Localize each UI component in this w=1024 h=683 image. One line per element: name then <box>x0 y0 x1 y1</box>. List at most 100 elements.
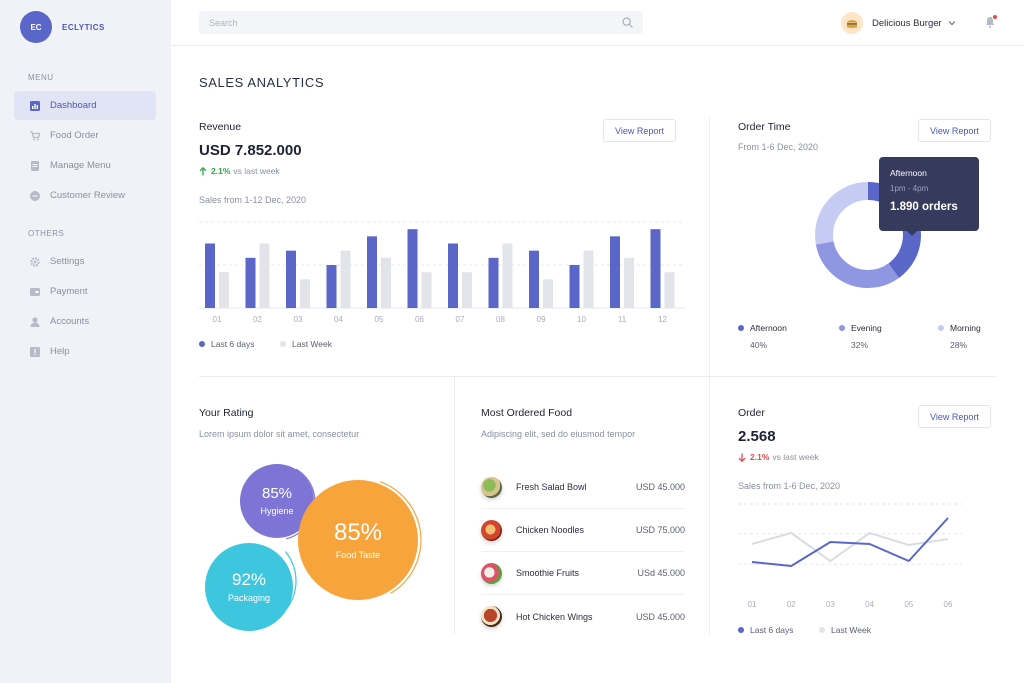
legend-label: Last Week <box>831 625 872 635</box>
legend-label: Last Week <box>292 339 333 349</box>
legend-afternoon: Afternoon 40% <box>738 323 787 350</box>
topbar: Delicious Burger <box>171 0 1024 46</box>
food-list-item[interactable]: Smoothie Fruits USd 45.000 <box>481 552 685 595</box>
search-input[interactable] <box>199 11 643 34</box>
series-line <box>751 532 949 562</box>
smoothie-icon <box>481 562 502 584</box>
order-time-subtitle: From 1-6 Dec, 2020 <box>738 142 819 152</box>
notification-dot <box>993 15 997 19</box>
menu-icon <box>30 160 40 171</box>
search-icon[interactable] <box>622 17 633 28</box>
revenue-legend-previous: Last Week <box>280 339 332 349</box>
x-tick-label: 02 <box>787 600 796 609</box>
legend-label: Evening <box>851 323 882 333</box>
x-tick-label: 03 <box>826 600 835 609</box>
sidebar-item-label: Food Order <box>50 130 99 141</box>
bubble-value: 85% <box>333 518 383 546</box>
food-name: Chicken Noodles <box>516 525 585 535</box>
bar <box>624 257 634 308</box>
menu-section-label: MENU <box>28 73 54 82</box>
burger-avatar-icon <box>841 12 863 34</box>
salad-bowl-icon <box>481 476 502 498</box>
arrow-up-icon <box>199 166 207 175</box>
pie-slice <box>815 182 921 288</box>
user-name: Delicious Burger <box>872 17 942 29</box>
user-menu[interactable]: Delicious Burger <box>841 12 956 34</box>
sidebar-item-help[interactable]: Help <box>14 337 156 366</box>
legend-swatch <box>938 325 944 331</box>
bar <box>245 257 256 308</box>
sidebar-item-accounts[interactable]: Accounts <box>14 307 156 336</box>
bar <box>326 265 337 308</box>
sidebar-item-label: Settings <box>50 256 85 267</box>
revenue-delta-text: vs last week <box>233 166 280 176</box>
x-tick-label: 03 <box>294 315 303 324</box>
revenue-delta: 2.1% vs last week <box>199 166 280 176</box>
legend-pct: 28% <box>950 340 968 350</box>
food-price: USD 45.000 <box>635 482 685 492</box>
cart-icon <box>30 130 40 141</box>
help-icon <box>30 346 40 357</box>
bar <box>610 236 620 308</box>
order-view-report-button[interactable]: View Report <box>918 405 991 428</box>
sidebar-item-customer-review[interactable]: Customer Review <box>14 181 156 210</box>
food-list-item[interactable]: Hot Chicken Wings USD 45.000 <box>481 595 685 638</box>
bubble-label: Packaging <box>227 593 271 603</box>
bar <box>569 265 580 308</box>
order-time-title: Order Time <box>738 121 791 133</box>
tooltip-label: Afternoon <box>890 168 927 178</box>
food-list-item[interactable]: Fresh Salad Bowl USD 45.000 <box>481 466 685 509</box>
revenue-bar-chart: 01 02 03 04 05 06 07 08 09 10 11 12 <box>199 221 685 324</box>
legend-swatch <box>738 627 744 633</box>
x-tick-label: 04 <box>334 315 343 324</box>
order-time-view-report-button[interactable]: View Report <box>918 119 991 142</box>
rating-subtitle: Lorem ipsum dolor sit amet, consectetur <box>199 429 360 439</box>
legend-evening: Evening 32% <box>839 323 882 350</box>
bar <box>529 250 539 308</box>
x-tick-label: 06 <box>944 600 953 609</box>
order-delta: 2.1% vs last week <box>738 452 819 462</box>
bar <box>650 229 661 308</box>
food-list-item[interactable]: Chicken Noodles USD 75.000 <box>481 509 685 552</box>
revenue-delta-pct: 2.1% <box>211 166 231 176</box>
sidebar-item-settings[interactable]: Settings <box>14 247 156 276</box>
x-tick-label: 12 <box>658 315 667 324</box>
sidebar-item-payment[interactable]: Payment <box>14 277 156 306</box>
sidebar-item-food-order[interactable]: Food Order <box>14 121 156 150</box>
legend-pct: 40% <box>750 340 768 350</box>
bar <box>259 243 270 308</box>
x-tick-label: 07 <box>456 315 465 324</box>
bubble-label: Hygiene <box>260 506 294 516</box>
legend-label: Last 6 days <box>750 625 794 635</box>
sidebar-item-manage-menu[interactable]: Manage Menu <box>14 151 156 180</box>
rating-title: Your Rating <box>199 407 254 419</box>
x-tick-label: 02 <box>253 315 262 324</box>
divider <box>454 377 455 634</box>
food-price: USD 75.000 <box>635 525 685 535</box>
packaging-bubble: 92% Packaging <box>205 543 293 631</box>
bar <box>502 243 513 308</box>
sidebar-item-dashboard[interactable]: Dashboard <box>14 91 156 120</box>
sidebar-item-label: Manage Menu <box>50 160 111 171</box>
x-tick-label: 06 <box>415 315 424 324</box>
tooltip-arrow <box>906 230 918 236</box>
order-value: 2.568 <box>738 428 776 445</box>
x-tick-label: 05 <box>904 600 913 609</box>
bar <box>462 272 472 308</box>
bar <box>205 243 215 308</box>
tooltip-value: 1.890 orders <box>890 201 958 213</box>
order-delta-pct: 2.1% <box>750 452 770 462</box>
brand[interactable]: EC ECLYTICS <box>20 11 105 43</box>
bar <box>381 257 391 308</box>
sidebar-item-label: Dashboard <box>50 100 97 111</box>
order-legend-current: Last 6 days <box>738 625 793 635</box>
sidebar-item-label: Payment <box>50 286 88 297</box>
legend-label: Afternoon <box>750 323 787 333</box>
dashboard-icon <box>30 100 40 111</box>
legend-morning: Morning 28% <box>938 323 981 350</box>
bar <box>488 257 499 308</box>
sidebar: EC ECLYTICS MENU Dashboard Food Order Ma… <box>0 0 171 683</box>
bell-icon[interactable] <box>984 16 996 28</box>
revenue-value: USD 7.852.000 <box>199 142 302 159</box>
revenue-view-report-button[interactable]: View Report <box>603 119 676 142</box>
